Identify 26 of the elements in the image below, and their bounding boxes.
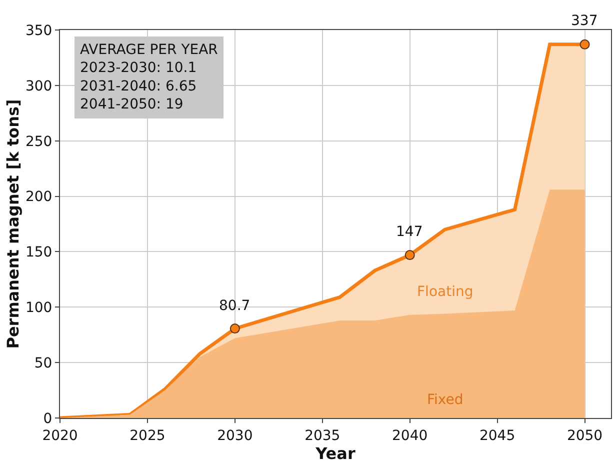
x-tick-label: 2025 [130, 428, 166, 444]
x-tick-label: 2045 [479, 428, 516, 444]
point [404, 250, 415, 260]
point [230, 324, 240, 334]
point [580, 39, 590, 50]
y-tick-label: 100 [25, 300, 52, 316]
x-tick-label: 2030 [217, 428, 253, 444]
x-tick-label: 2050 [566, 428, 603, 444]
x-tick-label: 2035 [304, 428, 340, 444]
y-axis-title: Permanent magnet [k tons] [3, 99, 22, 349]
annotation: AVERAGE PER YEAR 2023-2030: 10.1 2031-2040: 6.65 2041-2050: 19 [80, 42, 218, 113]
y-tick-label: 300 [25, 78, 52, 94]
series-label: Fixed [427, 392, 464, 408]
data-label: 80.7 [219, 298, 250, 314]
y-tick-label: 250 [25, 134, 52, 150]
x-tick-label: 2020 [42, 428, 78, 444]
y-tick-label: 50 [34, 355, 52, 372]
data-label: 337 [571, 13, 598, 29]
series-label: Floating [417, 284, 474, 300]
y-tick-label: 150 [25, 244, 52, 261]
x-axis-title: Year [314, 444, 356, 463]
y-tick-label: 200 [25, 189, 52, 206]
x-tick-label: 2040 [392, 428, 428, 444]
data-label: 147 [396, 224, 423, 240]
y-tick-label: 350 [25, 22, 52, 39]
y-tick-label: 0 [43, 410, 52, 427]
